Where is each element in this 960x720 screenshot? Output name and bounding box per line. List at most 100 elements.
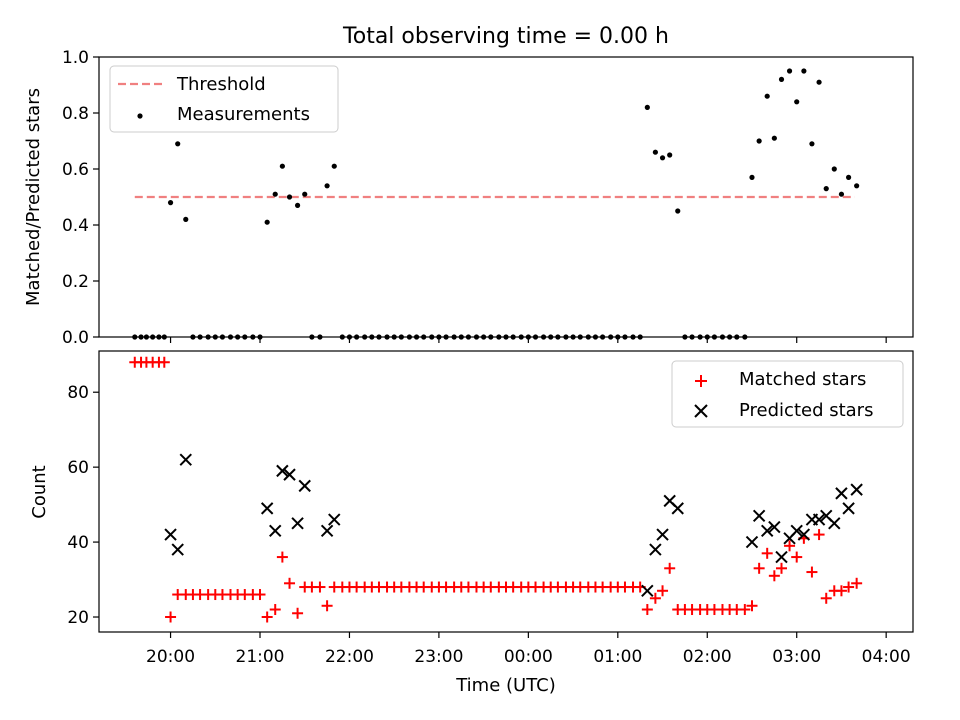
matched-star-point: [784, 540, 796, 552]
matched-star-point: [835, 585, 847, 597]
matched-star-point: [284, 577, 296, 589]
bottom-y-ticks: 20 40 60 80: [67, 383, 99, 628]
predicted-star-point: [164, 528, 177, 541]
legend-predicted-swatch: [694, 404, 708, 418]
measurement-point: [675, 208, 681, 214]
predicted-star-point: [320, 524, 334, 538]
predicted-star-point: [745, 535, 759, 549]
measurement-point: [667, 152, 673, 158]
top-y-tick-label: 0.6: [62, 160, 89, 180]
bottom-legend-box: [671, 360, 904, 428]
legend-measurements-label: Measurements: [177, 104, 310, 125]
matched-star-point: [314, 581, 326, 593]
x-tick-label: 03:00: [772, 647, 821, 667]
top-y-tick-label: 1.0: [62, 48, 89, 68]
predicted-star-point: [828, 517, 841, 530]
measurement-point: [183, 216, 189, 222]
matched-star-point: [641, 604, 653, 616]
matched-star-point: [806, 566, 818, 578]
predicted-star-point: [291, 517, 304, 530]
predicted-star-point: [671, 502, 684, 515]
matched-star-point: [843, 581, 855, 593]
measurement-point: [801, 68, 807, 74]
measurement-point: [809, 141, 815, 147]
measurement-point: [816, 79, 822, 85]
x-tick-label: 04:00: [862, 647, 911, 667]
top-y-axis-label: Matched/Predicted stars: [23, 88, 44, 306]
predicted-star-point: [269, 524, 282, 538]
measurement-point: [264, 219, 270, 225]
matched-star-point: [254, 589, 266, 601]
x-axis-label: Time (UTC): [455, 675, 556, 696]
predicted-star-point: [768, 520, 781, 534]
matched-star-point: [776, 562, 788, 574]
top-y-tick-label: 0.4: [62, 216, 89, 236]
predicted-star-point: [752, 509, 766, 523]
legend-matched-swatch: [695, 375, 707, 387]
x-tick-label: 22:00: [325, 647, 374, 667]
matched-star-point: [746, 600, 758, 612]
legend-predicted-label: Predicted stars: [739, 400, 873, 421]
measurement-point: [794, 99, 800, 105]
predicted-star-point: [790, 524, 803, 538]
top-legend: Threshold Measurements: [109, 65, 339, 133]
legend-matched-label: Matched stars: [739, 369, 866, 390]
matched-star-point: [753, 562, 765, 574]
measurement-point: [845, 174, 852, 180]
predicted-star-point: [850, 483, 863, 496]
top-y-tick-label: 0.8: [62, 104, 89, 124]
predicted-star-point: [298, 479, 311, 493]
x-tick-label: 02:00: [683, 647, 732, 667]
x-tick-label: 20:00: [146, 647, 195, 667]
predicted-star-point: [260, 502, 274, 515]
measurement-point: [764, 93, 770, 99]
predicted-star-point: [812, 513, 826, 526]
x-tick-label: 23:00: [414, 647, 463, 667]
predicted-star-point: [276, 464, 289, 478]
matched-star-point: [739, 604, 751, 616]
predicted-star-point: [179, 453, 192, 466]
matched-star-point: [649, 592, 661, 604]
measurement-point: [167, 200, 174, 206]
measurement-point: [652, 149, 658, 155]
x-tick-label: 01:00: [593, 647, 642, 667]
bottom-panel: 20 40 60 80 20:00 21:00 22:00 23:00 00:00 01:00 0…: [29, 350, 914, 696]
measurement-point: [771, 135, 777, 141]
predicted-star-point: [171, 543, 184, 556]
predicted-star-point: [842, 502, 855, 515]
measurement-point: [838, 191, 845, 197]
top-y-ticks: 0.0 0.2 0.4 0.6 0.8 1.0: [62, 48, 99, 348]
matched-star-point: [664, 562, 676, 574]
measurement-point: [644, 104, 650, 110]
measurement-point: [756, 138, 762, 144]
predicted-star-point: [760, 524, 774, 538]
matched-star-point: [165, 611, 177, 623]
matched-star-point: [292, 607, 304, 619]
measurement-point: [778, 76, 785, 82]
bottom-axes-frame: [98, 350, 914, 633]
predicted-star-point: [835, 487, 848, 500]
matched-star-point: [791, 551, 803, 563]
matched-star-point: [851, 577, 863, 589]
legend-threshold-label: Threshold: [176, 74, 266, 95]
measurement-point: [286, 194, 293, 200]
x-tick-label: 21:00: [236, 647, 285, 667]
measurement-point: [831, 166, 837, 172]
matched-star-point: [657, 585, 669, 597]
top-x-ticks: [169, 337, 887, 343]
measurement-point: [331, 163, 337, 169]
predicted-star-point: [328, 513, 341, 526]
predicted-star-point: [649, 543, 662, 556]
predicted-star-point: [797, 528, 811, 541]
predicted-star-point: [656, 528, 669, 541]
matched-star-point: [768, 570, 780, 582]
predicted-star-point: [283, 468, 296, 481]
bottom-y-tick-label: 20: [67, 608, 89, 628]
bottom-legend: Matched stars Predicted stars: [671, 360, 904, 428]
x-tick-label: 00:00: [504, 647, 553, 667]
top-marks: [132, 68, 860, 340]
matched-star-point: [813, 529, 825, 541]
bottom-y-axis-label: Count: [29, 465, 50, 518]
matched-star-point: [158, 356, 170, 368]
